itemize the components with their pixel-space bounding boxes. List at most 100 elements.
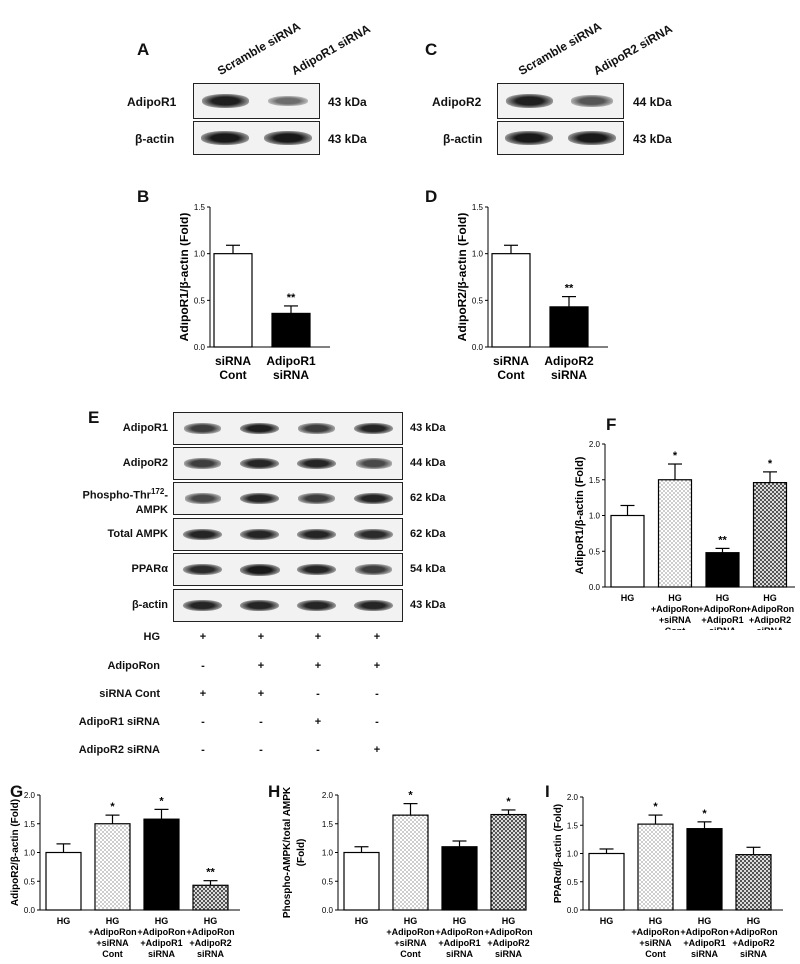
panel-e-condition-symbol: - bbox=[201, 660, 205, 672]
category-label: +AdipoR2 bbox=[749, 615, 791, 625]
blot-band bbox=[297, 599, 336, 612]
category-label: HG bbox=[668, 593, 682, 603]
panel-c-row-label-2: β-actin bbox=[443, 132, 483, 146]
blot-band bbox=[355, 458, 392, 469]
y-axis-label: AdipoR2/β-actin (Fold) bbox=[458, 213, 469, 342]
blot-band bbox=[570, 95, 613, 107]
chart-h: 0.0 0.5 1.0 1.5 2.0 Phospho-AMPK/total AMPK (F… bbox=[282, 786, 533, 959]
y-tick-label: 0.5 bbox=[472, 296, 484, 305]
category-label: +AdipoRon bbox=[698, 604, 746, 614]
panel-e-condition-label: AdipoRon bbox=[107, 660, 160, 672]
y-tick-label: 0.0 bbox=[24, 906, 36, 915]
y-tick-label: 1.0 bbox=[194, 250, 206, 259]
panel-e-condition-label: AdipoR2 siRNA bbox=[78, 744, 160, 756]
blot-band bbox=[183, 563, 222, 576]
category-label: +AdipoRon bbox=[484, 927, 532, 937]
panel-h-letter: H bbox=[268, 782, 281, 801]
panel-d-letter: D bbox=[425, 187, 438, 206]
category-label: +AdipoRon bbox=[386, 927, 434, 937]
bar bbox=[588, 852, 625, 911]
panel-a-row-label-2: β-actin bbox=[135, 132, 175, 146]
y-tick-label: 2.0 bbox=[589, 440, 601, 449]
bar bbox=[686, 828, 723, 911]
panel-e-row-label: β-actin bbox=[131, 599, 168, 611]
panel-e-condition-symbol: - bbox=[259, 744, 263, 756]
blot-band bbox=[201, 131, 250, 145]
blot-band bbox=[298, 423, 335, 434]
y-axis-label: AdipoR2/β-actin (Fold) bbox=[10, 799, 21, 906]
category-label: HG bbox=[155, 916, 169, 926]
category-label: siRNA bbox=[215, 354, 251, 368]
category-label: +AdipoRon bbox=[137, 927, 185, 937]
category-label: HG bbox=[502, 916, 516, 926]
y-tick-label: 0.0 bbox=[567, 906, 579, 915]
y-tick-label: 0.0 bbox=[322, 906, 334, 915]
category-label: Cont bbox=[400, 949, 421, 959]
blot-band bbox=[505, 94, 553, 108]
category-label: Cont bbox=[102, 949, 123, 959]
panel-e-row-label-sup: 172 bbox=[150, 487, 165, 496]
category-label: HG bbox=[57, 916, 71, 926]
blot-band bbox=[239, 422, 280, 435]
y-axis-label: AdipoR1/β-actin (Fold) bbox=[180, 213, 191, 342]
category-label: HG bbox=[453, 916, 467, 926]
panel-e-row-label: AdipoR1 bbox=[122, 422, 168, 434]
blot-band bbox=[183, 528, 222, 541]
panel-e-condition-symbol: + bbox=[314, 660, 322, 672]
panel-e-blot bbox=[173, 447, 403, 480]
panel-e-row-label-text: Phospho-Thr bbox=[82, 489, 151, 502]
y-tick-label: 1.5 bbox=[322, 820, 334, 829]
category-label: +AdipoRon bbox=[651, 604, 699, 614]
panel-e-kda: 43 kDa bbox=[410, 422, 446, 434]
panel-g-letter: G bbox=[10, 782, 24, 801]
category-label: HG bbox=[404, 916, 418, 926]
y-tick-label: 1.0 bbox=[322, 849, 334, 858]
y-tick-label: 1.0 bbox=[24, 849, 36, 858]
bar bbox=[735, 854, 772, 911]
y-tick-label: 0.0 bbox=[472, 343, 484, 352]
category-label: +AdipoRon bbox=[186, 927, 234, 937]
panel-e-letter: E bbox=[88, 408, 100, 427]
y-tick-label: 1.0 bbox=[567, 850, 579, 859]
blot-band bbox=[240, 492, 279, 505]
panel-f-letter: F bbox=[606, 415, 617, 434]
y-tick-label: 0.0 bbox=[194, 343, 206, 352]
bar bbox=[490, 813, 527, 911]
category-label: AdipoR2 bbox=[544, 354, 594, 368]
bar bbox=[45, 851, 82, 911]
category-label: +siRNA bbox=[639, 938, 672, 948]
panel-e-blot bbox=[173, 482, 403, 515]
panel-c-col-1: Scramble siRNA bbox=[516, 19, 604, 78]
panel-e-condition-symbol: + bbox=[314, 631, 322, 643]
bar bbox=[705, 552, 740, 588]
category-label: siRNA bbox=[148, 949, 176, 959]
category-label: +AdipoRon bbox=[729, 927, 777, 937]
bar bbox=[143, 818, 180, 911]
panel-e-condition-symbol: - bbox=[201, 744, 205, 756]
category-label: +AdipoRon bbox=[680, 927, 728, 937]
category-label: Cont bbox=[645, 949, 666, 959]
blot-band bbox=[297, 563, 336, 576]
category-label: siRNA bbox=[446, 949, 474, 959]
category-label: siRNA bbox=[756, 626, 784, 630]
panel-e-condition-symbol: - bbox=[259, 716, 263, 728]
category-label: HG bbox=[204, 916, 218, 926]
category-label: +AdipoR1 bbox=[140, 938, 182, 948]
panel-a-kda-1: 43 kDa bbox=[328, 95, 367, 109]
panel-e-kda: 54 kDa bbox=[410, 563, 446, 575]
category-label: +siRNA bbox=[394, 938, 427, 948]
category-label: siRNA bbox=[740, 949, 768, 959]
panel-e-row-label: PPARα bbox=[131, 563, 168, 575]
panel-e-row-label: Phospho-Thr172- AMPK bbox=[58, 485, 168, 517]
y-tick-label: 0.5 bbox=[567, 878, 579, 887]
panel-a-col-1: Scramble siRNA bbox=[215, 19, 303, 78]
bar bbox=[752, 482, 788, 588]
panel-e-condition-label: siRNA Cont bbox=[99, 688, 160, 700]
category-label: AdipoR1 bbox=[266, 354, 316, 368]
panel-e-condition-symbol: - bbox=[201, 716, 205, 728]
y-tick-label: 1.5 bbox=[24, 820, 36, 829]
panel-c-letter: C bbox=[425, 40, 438, 59]
